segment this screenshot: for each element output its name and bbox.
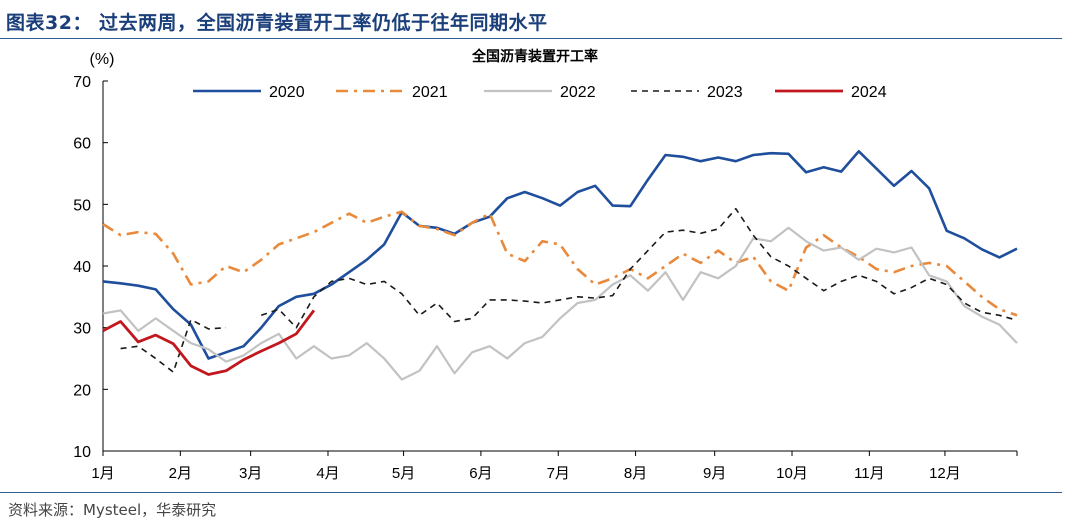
figure-title: 图表32： 过去两周，全国沥青装置开工率仍低于往年同期水平	[6, 12, 548, 34]
y-tick-label: 70	[73, 74, 91, 91]
chart-title: 全国沥青装置开工率	[471, 48, 598, 64]
x-tick-label: 5月	[392, 465, 415, 482]
x-tick-label: 12月	[929, 465, 961, 482]
x-tick-label: 4月	[316, 465, 339, 482]
title-divider	[0, 38, 1062, 39]
y-tick-label: 10	[73, 444, 91, 461]
y-tick-label: 40	[73, 259, 91, 276]
legend-label-2020: 2020	[269, 84, 305, 101]
y-axis: 10 20 30 40 50 60 70	[73, 74, 108, 461]
x-tick-label: 7月	[547, 465, 570, 482]
y-tick-label: 30	[73, 321, 91, 338]
x-tick-label: 3月	[239, 465, 262, 482]
x-axis: 1月 2月 3月 4月 5月 6月 7月 8月 9月 10月 11月 12月	[91, 450, 1018, 482]
x-tick-label: 1月	[91, 465, 114, 482]
series-line-2024	[102, 309, 316, 376]
source-note: 资料来源：Mysteel，华泰研究	[8, 501, 217, 519]
x-tick-label: 10月	[776, 465, 808, 482]
legend-label-2021: 2021	[412, 84, 448, 101]
series-line-2022	[102, 226, 1018, 381]
x-tick-label: 2月	[169, 465, 192, 482]
series-line-2023	[120, 207, 1018, 373]
legend-label-2024: 2024	[851, 84, 887, 101]
series-group	[102, 150, 1018, 381]
y-axis-unit: (%)	[90, 51, 115, 68]
y-tick-label: 60	[73, 136, 91, 153]
x-tick-label: 9月	[703, 465, 726, 482]
x-tick-label: 11月	[854, 465, 885, 482]
x-tick-label: 6月	[469, 465, 492, 482]
chart-legend: 2020 2021 2022 2023 2024	[193, 84, 887, 101]
legend-label-2022: 2022	[560, 84, 596, 101]
series-line-2020	[102, 150, 1018, 360]
x-tick-label: 8月	[624, 465, 647, 482]
source-divider	[0, 492, 1062, 493]
line-chart: 全国沥青装置开工率 (%) 2020 2021 2022 2023 2024 10 20 3…	[73, 48, 1018, 482]
legend-label-2023: 2023	[707, 84, 743, 101]
y-tick-label: 20	[73, 382, 91, 399]
series-line-2021	[102, 210, 1018, 317]
y-tick-label: 50	[73, 197, 91, 214]
